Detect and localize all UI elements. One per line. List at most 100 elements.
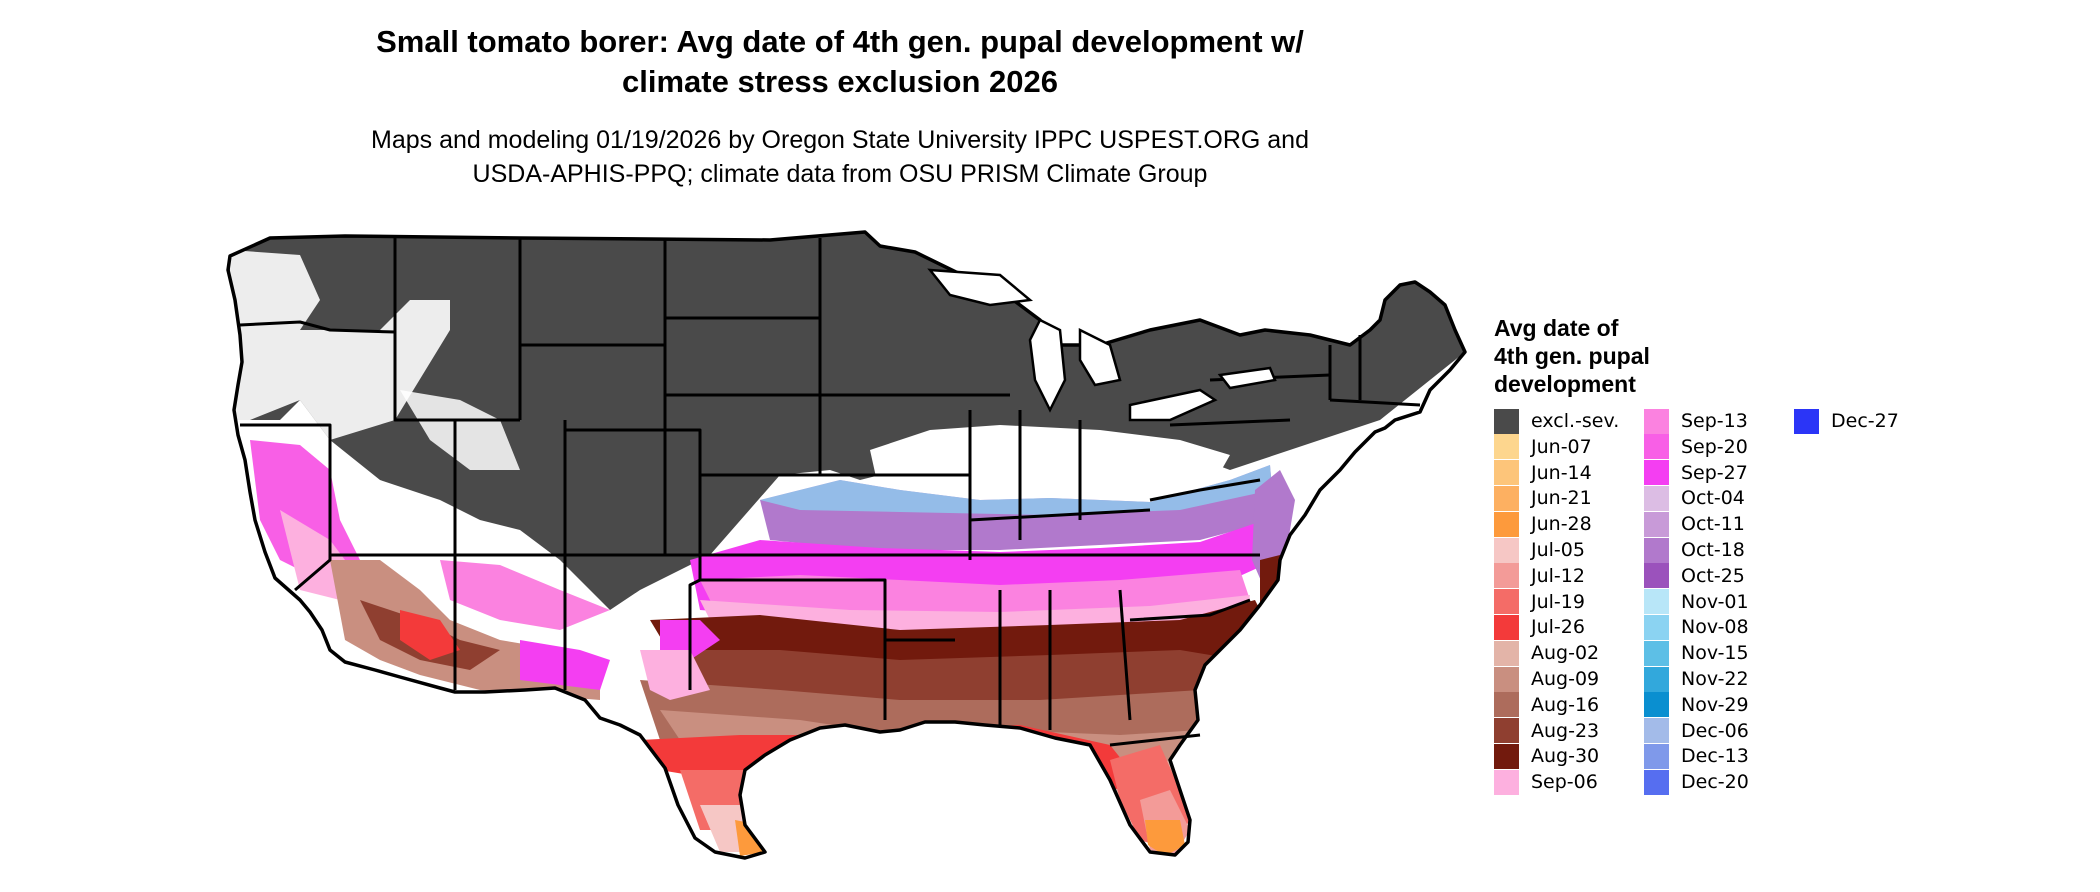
legend-item: Jul-12	[1494, 563, 1585, 589]
legend-item: Jun-14	[1494, 460, 1592, 486]
legend-item: Aug-02	[1494, 640, 1599, 666]
legend-item: Nov-29	[1644, 692, 1749, 718]
great-lakes	[927, 268, 1277, 422]
legend-label: Oct-25	[1681, 564, 1745, 587]
legend-item: Sep-20	[1644, 434, 1748, 460]
legend-swatch	[1494, 563, 1519, 589]
legend-item: Sep-06	[1494, 769, 1598, 795]
legend-item: Nov-22	[1644, 666, 1749, 692]
legend-item: Dec-20	[1644, 769, 1749, 795]
legend-label: Sep-27	[1681, 461, 1748, 484]
legend-label: Dec-20	[1681, 771, 1749, 794]
map-subtitle-line-2: USDA-APHIS-PPQ; climate data from OSU PR…	[472, 160, 1208, 188]
legend-label: Oct-18	[1681, 539, 1745, 561]
legend-item: Jun-28	[1494, 511, 1592, 537]
legend-swatch	[1494, 485, 1519, 511]
legend-swatch	[1494, 640, 1519, 666]
legend-swatch	[1494, 589, 1519, 615]
legend-item: Oct-25	[1644, 563, 1745, 589]
legend-swatch	[1644, 666, 1669, 692]
legend-label: Dec-27	[1831, 410, 1899, 432]
us-outline	[226, 230, 1467, 860]
legend-label: Oct-04	[1681, 487, 1745, 510]
map-title-line-1: Small tomato borer: Avg date of 4th gen.…	[376, 24, 1304, 59]
legend-swatch	[1644, 563, 1669, 589]
legend-label: Aug-30	[1531, 745, 1600, 768]
legend-title-line-2: 4th gen. pupal	[1494, 343, 1650, 369]
legend-label: Sep-06	[1531, 771, 1598, 794]
legend-swatch	[1494, 743, 1519, 769]
legend-swatch	[1644, 589, 1669, 615]
legend-swatch	[1644, 485, 1669, 511]
legend-swatch	[1644, 640, 1669, 666]
legend-label: Jun-14	[1531, 461, 1592, 484]
legend-label: Aug-09	[1531, 668, 1600, 690]
legend-item: Jun-21	[1494, 485, 1592, 511]
legend-title: Avg date of 4th gen. pupal development	[1494, 314, 2094, 398]
legend-swatch	[1644, 511, 1669, 537]
legend-label: Nov-08	[1681, 616, 1749, 639]
legend-swatch	[1644, 614, 1669, 640]
legend-swatch	[1494, 434, 1519, 460]
legend-swatch	[1494, 666, 1519, 692]
legend-swatch	[1494, 537, 1519, 563]
legend-swatch	[1644, 692, 1669, 718]
us-phenology-map	[226, 230, 1467, 860]
legend-item: Jul-19	[1494, 589, 1585, 615]
legend-item: Dec-13	[1644, 743, 1749, 769]
legend-label: Aug-23	[1531, 719, 1600, 742]
map-title: Small tomato borer: Avg date of 4th gen.…	[240, 22, 1440, 102]
legend-item: Oct-04	[1644, 485, 1745, 511]
legend-swatch	[1494, 511, 1519, 537]
legend-label: Sep-20	[1681, 435, 1748, 458]
legend-label: Jul-12	[1531, 564, 1585, 587]
legend-label: Nov-15	[1681, 642, 1749, 665]
legend-item: Aug-09	[1494, 666, 1599, 692]
legend-label: Aug-16	[1531, 693, 1600, 716]
legend-label: Jun-21	[1531, 487, 1592, 510]
legend-swatch	[1494, 460, 1519, 486]
legend-item: Jul-05	[1494, 537, 1585, 563]
legend-title-line-1: Avg date of	[1494, 315, 1619, 341]
legend-label: Nov-01	[1681, 590, 1749, 613]
legend-swatch	[1644, 537, 1669, 563]
legend-swatch	[1794, 408, 1819, 434]
legend-swatch	[1494, 769, 1519, 795]
legend-item: Sep-13	[1644, 408, 1748, 434]
legend-item: Sep-27	[1644, 460, 1748, 486]
legend-swatch	[1644, 460, 1669, 486]
legend-label: Jul-26	[1531, 616, 1585, 639]
map-subtitle: Maps and modeling 01/19/2026 by Oregon S…	[240, 123, 1440, 191]
map-title-line-2: climate stress exclusion 2026	[622, 64, 1058, 99]
legend-item: Jun-07	[1494, 434, 1592, 460]
legend-item: Nov-15	[1644, 640, 1749, 666]
legend-label: Jul-05	[1531, 539, 1585, 561]
legend-item: Dec-06	[1644, 718, 1749, 744]
legend-swatch	[1644, 408, 1669, 434]
legend-entries: excl.-sev. Jun-07 Jun-14 Jun-21 Jun-28 Jul-05…	[1494, 408, 2094, 808]
legend-item: Aug-23	[1494, 718, 1599, 744]
legend: Avg date of 4th gen. pupal development e…	[1494, 314, 2094, 808]
legend-swatch	[1494, 614, 1519, 640]
legend-label: Jun-28	[1531, 513, 1592, 536]
legend-label: Jun-07	[1531, 435, 1592, 458]
legend-label: Sep-13	[1681, 410, 1748, 432]
legend-title-line-3: development	[1494, 371, 1636, 397]
legend-label: Nov-22	[1681, 668, 1749, 690]
legend-swatch	[1644, 718, 1669, 744]
legend-item: Dec-27	[1794, 408, 1899, 434]
legend-item: Aug-16	[1494, 692, 1599, 718]
legend-swatch	[1494, 692, 1519, 718]
legend-item: Aug-30	[1494, 743, 1599, 769]
legend-item: Oct-11	[1644, 511, 1745, 537]
state-boundaries	[239, 238, 1421, 747]
legend-swatch	[1644, 743, 1669, 769]
legend-item: Oct-18	[1644, 537, 1745, 563]
legend-label: excl.-sev.	[1531, 410, 1620, 432]
legend-label: Dec-13	[1681, 745, 1749, 768]
legend-label: Aug-02	[1531, 642, 1600, 665]
legend-item: Nov-08	[1644, 614, 1749, 640]
legend-swatch	[1494, 408, 1519, 434]
legend-item: Jul-26	[1494, 614, 1585, 640]
legend-label: Dec-06	[1681, 719, 1749, 742]
